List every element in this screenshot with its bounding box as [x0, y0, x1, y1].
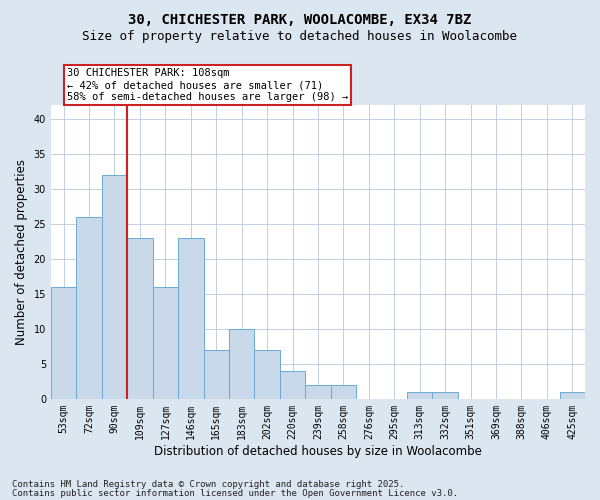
Bar — [127, 238, 152, 399]
Bar — [178, 238, 203, 399]
Text: Size of property relative to detached houses in Woolacombe: Size of property relative to detached ho… — [83, 30, 517, 43]
Text: Contains HM Land Registry data © Crown copyright and database right 2025.: Contains HM Land Registry data © Crown c… — [12, 480, 404, 489]
Text: 30, CHICHESTER PARK, WOOLACOMBE, EX34 7BZ: 30, CHICHESTER PARK, WOOLACOMBE, EX34 7B… — [128, 12, 472, 26]
Bar — [76, 216, 102, 399]
Bar — [203, 350, 229, 399]
Bar — [433, 392, 458, 399]
Text: Contains public sector information licensed under the Open Government Licence v3: Contains public sector information licen… — [12, 489, 458, 498]
Bar — [152, 286, 178, 399]
Bar — [254, 350, 280, 399]
Bar — [305, 385, 331, 399]
Bar — [331, 385, 356, 399]
Text: 30 CHICHESTER PARK: 108sqm
← 42% of detached houses are smaller (71)
58% of semi: 30 CHICHESTER PARK: 108sqm ← 42% of deta… — [67, 68, 348, 102]
Bar — [102, 174, 127, 399]
Bar — [51, 286, 76, 399]
X-axis label: Distribution of detached houses by size in Woolacombe: Distribution of detached houses by size … — [154, 444, 482, 458]
Bar — [560, 392, 585, 399]
Y-axis label: Number of detached properties: Number of detached properties — [15, 158, 28, 344]
Bar — [407, 392, 433, 399]
Bar — [229, 329, 254, 399]
Bar — [280, 371, 305, 399]
